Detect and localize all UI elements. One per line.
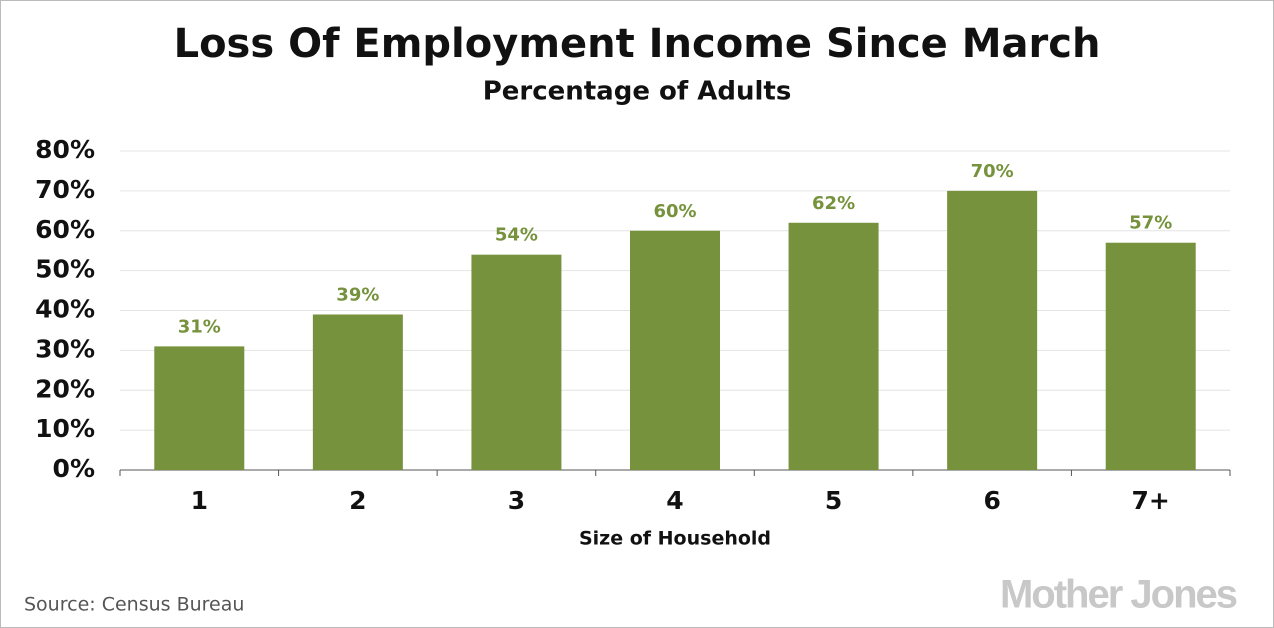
x-tick-label: 2 [349, 486, 366, 515]
value-label: 54% [495, 225, 538, 246]
value-label: 31% [178, 316, 221, 337]
bar [312, 314, 403, 470]
x-axis-title: Size of Household [579, 528, 771, 550]
x-tick-label: 1 [191, 486, 208, 515]
y-tick-label: 0% [53, 454, 95, 483]
y-tick-label: 60% [35, 215, 95, 244]
value-label: 70% [971, 161, 1014, 182]
x-tick-label: 4 [666, 486, 683, 515]
value-label: 62% [812, 193, 855, 214]
x-tick-label: 7+ [1132, 486, 1170, 515]
bar [947, 190, 1038, 470]
bar [471, 254, 562, 470]
y-tick-label: 70% [35, 175, 95, 204]
source: Source: Census Bureau [24, 594, 244, 616]
y-tick-label: 20% [35, 374, 95, 403]
chart-subtitle: Percentage of Adults [483, 77, 792, 107]
x-tick-label: 6 [983, 486, 1000, 515]
y-tick-label: 10% [35, 414, 95, 443]
value-label: 57% [1129, 213, 1172, 234]
value-label: 60% [653, 201, 696, 222]
x-tick-label: 3 [508, 486, 525, 515]
y-tick-label: 50% [35, 255, 95, 284]
x-tick-label: 5 [825, 486, 842, 515]
chart-title: Loss Of Employment Income Since March [174, 21, 1101, 67]
logo: Mother Jones [1000, 573, 1237, 617]
y-tick-label: 40% [35, 295, 95, 324]
bar [788, 222, 879, 470]
y-tick-label: 30% [35, 334, 95, 363]
bar [1105, 242, 1196, 470]
y-tick-label: 80% [35, 135, 95, 164]
bar [154, 346, 245, 470]
bar [630, 230, 720, 470]
value-label: 39% [336, 284, 379, 305]
